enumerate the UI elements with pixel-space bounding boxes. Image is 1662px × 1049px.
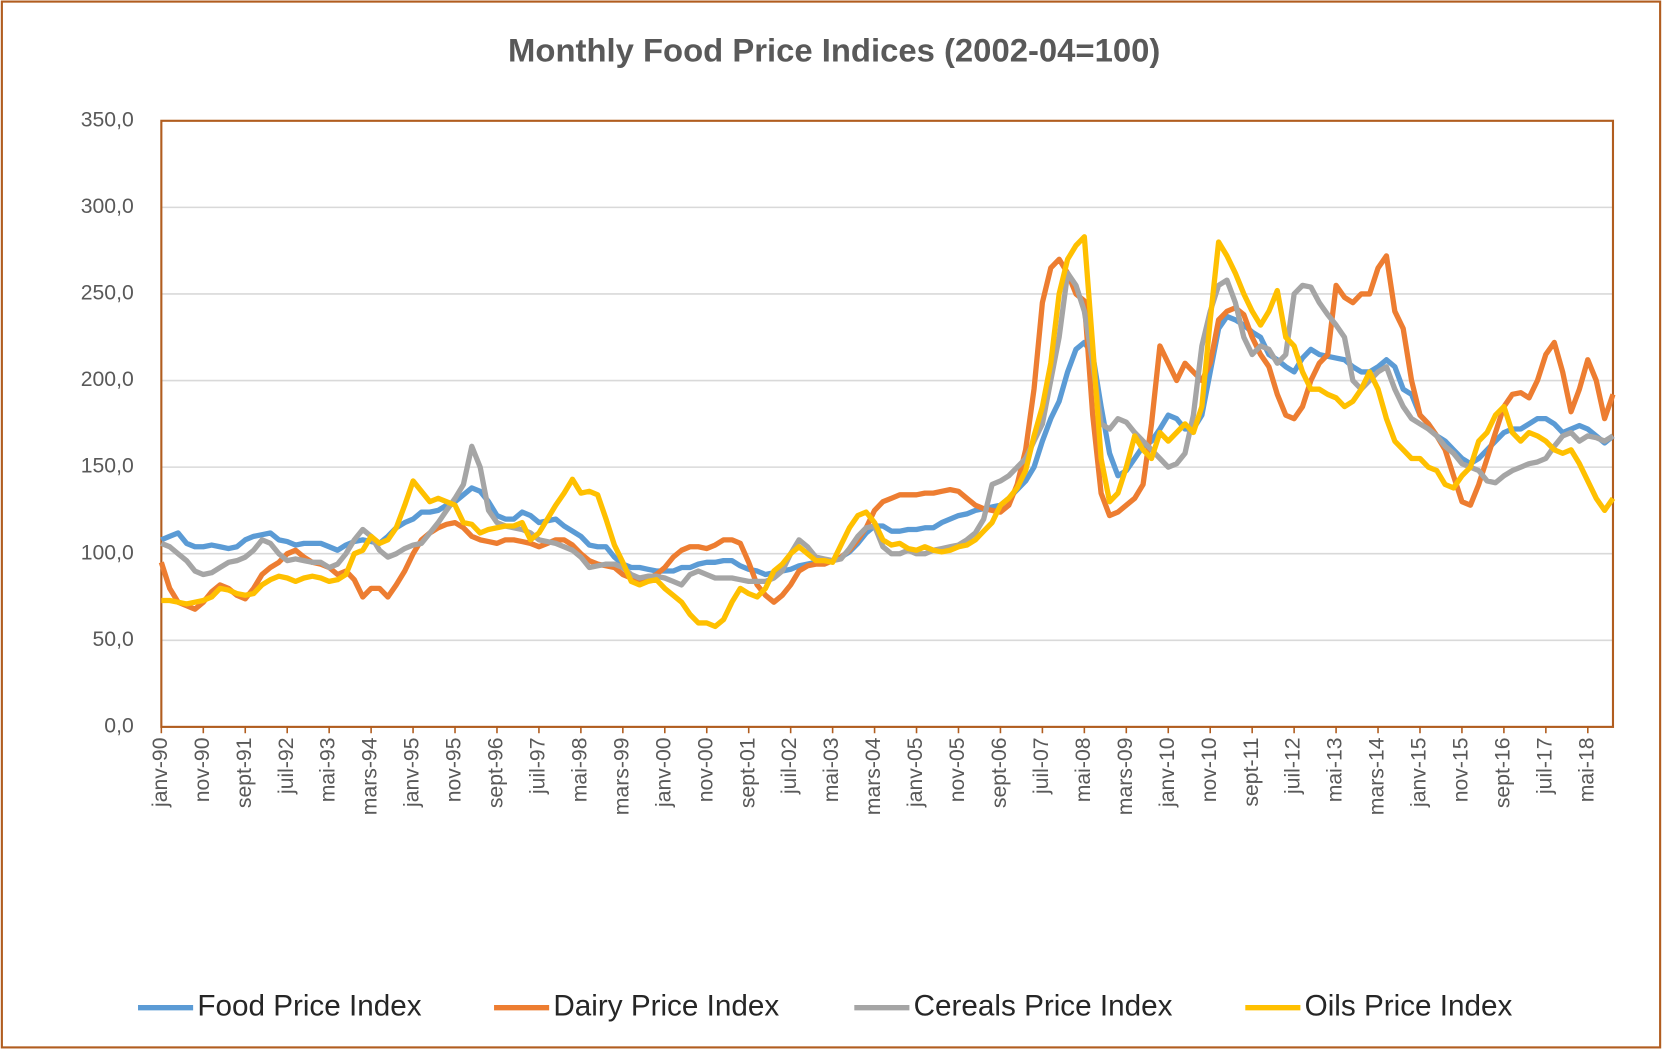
y-tick-label: 0,0 [104,714,133,737]
x-tick-label: janv-95 [401,737,424,808]
x-tick-label: mars-94 [359,737,382,815]
y-tick-label: 100,0 [81,541,134,564]
x-tick-label: mars-14 [1366,737,1389,815]
x-tick-label: janv-15 [1408,737,1431,808]
y-tick-label: 350,0 [81,108,134,131]
x-tick-label: sept-96 [485,737,508,808]
y-tick-label: 300,0 [81,195,134,218]
series-line [161,234,1616,630]
x-tick-label: nov-05 [946,737,969,802]
x-tick-label: mai-03 [820,737,843,802]
chart-title: Monthly Food Price Indices (2002-04=100) [508,32,1160,69]
x-tick-label: sept-11 [1240,737,1263,806]
y-tick-label: 150,0 [81,455,134,478]
y-tick-label: 200,0 [81,368,134,391]
x-tick-label: mai-98 [568,737,591,802]
x-tick-label: mars-04 [862,737,885,815]
x-tick-label: mai-93 [317,737,340,802]
x-tick-label: juil-07 [1030,737,1053,795]
x-tick-label: mai-13 [1324,737,1347,802]
x-tick-label: mai-18 [1575,737,1598,802]
x-tick-label: sept-16 [1491,737,1514,808]
x-tick-label: nov-10 [1198,737,1221,802]
x-tick-label: juil-97 [527,737,550,795]
y-tick-label: 50,0 [93,628,134,651]
legend-label: Oils Price Index [1305,990,1513,1023]
x-tick-label: janv-10 [1156,737,1179,808]
x-tick-label: nov-90 [191,737,214,802]
x-tick-label: juil-02 [778,737,801,795]
x-tick-label: mars-09 [1114,737,1137,815]
plot-border [160,119,1615,728]
legend-label: Cereals Price Index [914,990,1173,1023]
legend-label: Dairy Price Index [553,990,779,1023]
x-tick-label: mai-08 [1072,737,1095,802]
x-tick-label: janv-90 [149,737,172,808]
series-line [158,253,1616,612]
x-tick-label: nov-15 [1450,737,1473,802]
x-tick-label: nov-00 [694,737,717,802]
x-tick-label: juil-17 [1533,737,1556,795]
x-tick-label: juil-92 [275,737,298,795]
x-tick-label: janv-00 [652,737,675,808]
y-tick-label: 250,0 [81,282,134,305]
x-tick-label: juil-12 [1282,737,1305,795]
x-tick-label: nov-95 [443,737,466,802]
x-tick-label: sept-91 [233,737,256,808]
x-tick-label: sept-01 [736,737,759,808]
x-tick-label: janv-05 [904,737,927,808]
x-tick-label: sept-06 [988,737,1011,808]
x-tick-label: mars-99 [610,737,633,815]
legend-label: Food Price Index [197,990,421,1023]
